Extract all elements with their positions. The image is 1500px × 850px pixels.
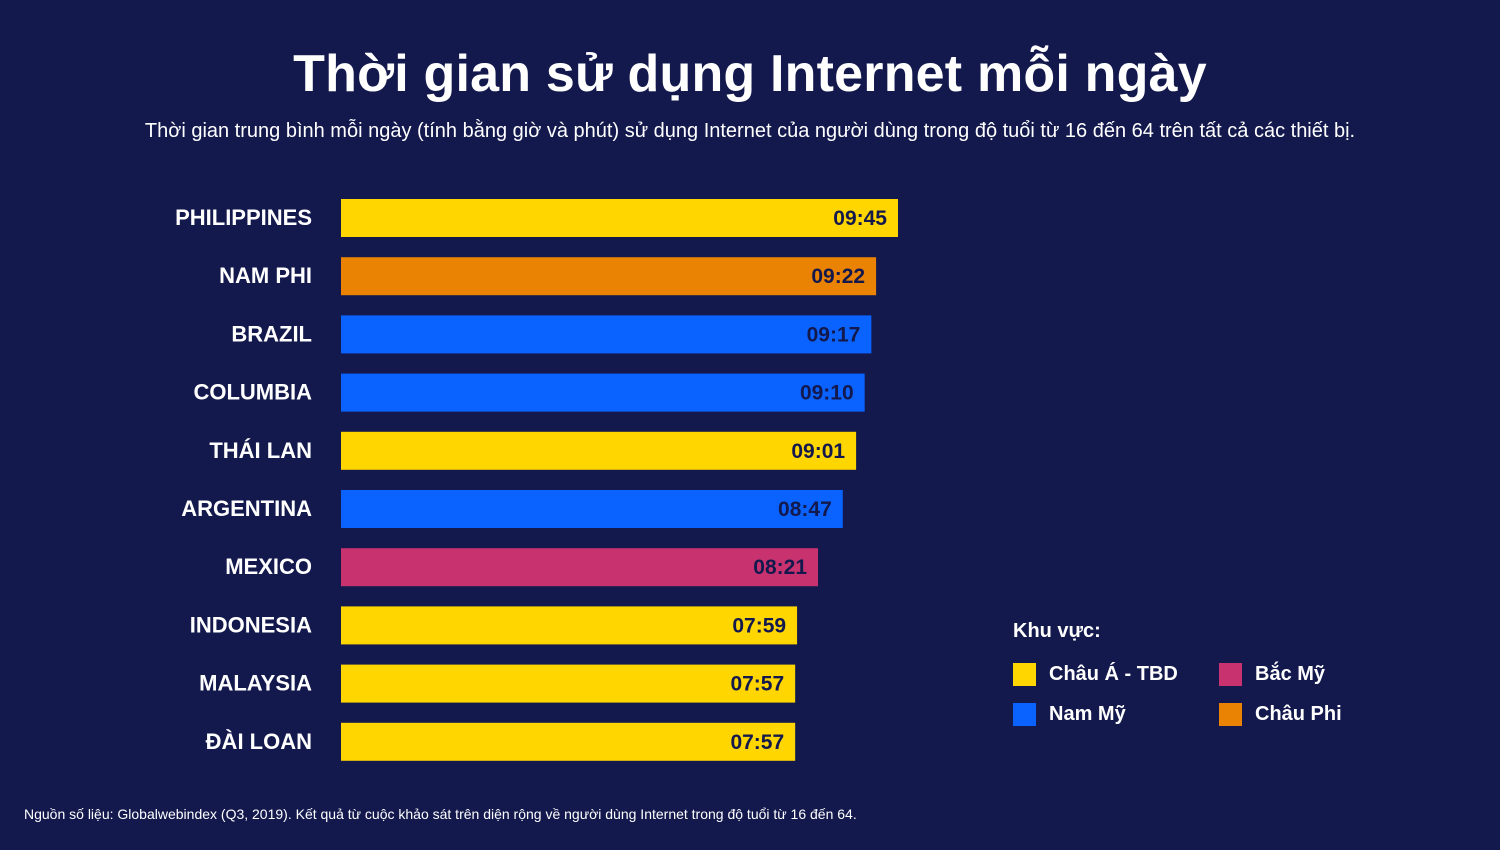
category-label-0: PHILIPPINES <box>175 205 312 230</box>
value-label-9: 07:57 <box>730 731 784 754</box>
legend-label-north-america: Bắc Mỹ <box>1255 663 1326 685</box>
category-label-4: THÁI LAN <box>209 438 312 463</box>
value-label-5: 08:47 <box>778 498 832 521</box>
legend: Khu vực: Châu Á - TBD Bắc Mỹ Nam Mỹ Châu… <box>1013 620 1433 726</box>
bar-8 <box>341 664 796 703</box>
legend-swatch-north-america <box>1219 663 1242 686</box>
legend-swatch-south-america <box>1013 703 1036 726</box>
legend-label-africa: Châu Phi <box>1255 703 1342 725</box>
bar-chart: PHILIPPINES 09:45 NAM PHI 09:22 BRAZIL 09:17 C… <box>175 199 898 761</box>
legend-items: Châu Á - TBD Bắc Mỹ Nam Mỹ Châu Phi <box>1013 663 1433 726</box>
chart-title: Thời gian sử dụng Internet mỗi ngày <box>293 45 1207 103</box>
category-label-1: NAM PHI <box>219 263 312 288</box>
value-label-7: 07:59 <box>732 614 786 637</box>
bar-9 <box>341 722 796 761</box>
legend-item-apac: Châu Á - TBD <box>1013 663 1219 686</box>
legend-item-africa: Châu Phi <box>1219 703 1419 726</box>
source-note: Nguồn số liệu: Globalwebindex (Q3, 2019)… <box>24 806 857 822</box>
category-label-7: INDONESIA <box>190 612 312 637</box>
chart-subtitle: Thời gian trung bình mỗi ngày (tính bằng… <box>144 120 1356 142</box>
category-label-3: COLUMBIA <box>193 380 312 405</box>
legend-swatch-africa <box>1219 703 1242 726</box>
value-label-1: 09:22 <box>811 265 865 288</box>
legend-swatch-apac <box>1013 663 1036 686</box>
category-label-9: ĐÀI LOAN <box>206 729 312 754</box>
category-label-6: MEXICO <box>225 554 312 579</box>
bar-7 <box>341 606 798 645</box>
legend-label-south-america: Nam Mỹ <box>1049 703 1126 725</box>
value-label-8: 07:57 <box>730 673 784 696</box>
legend-title: Khu vực: <box>1013 620 1101 642</box>
bar-4 <box>341 431 857 470</box>
bar-1 <box>341 257 877 296</box>
category-label-8: MALAYSIA <box>199 671 312 696</box>
bar-2 <box>341 315 872 354</box>
category-label-5: ARGENTINA <box>181 496 312 521</box>
bar-0 <box>341 199 898 237</box>
value-label-0: 09:45 <box>833 207 887 230</box>
bar-5 <box>341 490 843 528</box>
legend-item-north-america: Bắc Mỹ <box>1219 663 1419 686</box>
bar-6 <box>341 548 819 587</box>
legend-item-south-america: Nam Mỹ <box>1013 703 1219 726</box>
category-label-2: BRAZIL <box>231 321 312 346</box>
bar-3 <box>341 373 865 412</box>
legend-label-apac: Châu Á - TBD <box>1049 663 1178 685</box>
value-label-2: 09:17 <box>807 323 861 346</box>
value-label-6: 08:21 <box>753 556 807 579</box>
value-label-4: 09:01 <box>791 440 845 463</box>
value-label-3: 09:10 <box>800 382 854 405</box>
